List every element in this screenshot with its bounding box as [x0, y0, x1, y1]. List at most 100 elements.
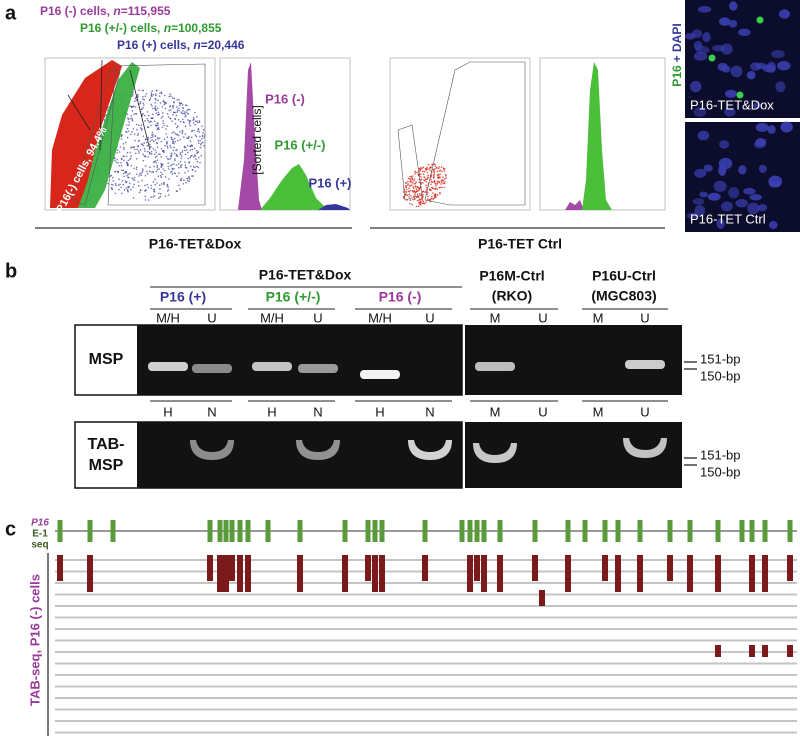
methylated-site — [637, 555, 643, 592]
nucleus — [757, 204, 768, 212]
scatter-dot — [114, 170, 116, 173]
scatter-dot — [405, 188, 408, 190]
scatter-dot — [151, 131, 154, 134]
scatter-dot — [169, 109, 172, 111]
scatter-dot — [186, 109, 189, 112]
scatter-dot — [203, 136, 206, 138]
scatter-dot — [425, 181, 428, 183]
nucleus — [689, 80, 702, 93]
scatter-dot — [157, 153, 160, 155]
scatter-dot — [140, 189, 142, 191]
scatter-dot — [154, 139, 157, 141]
scatter-dot — [178, 109, 180, 112]
scatter-dot — [128, 182, 131, 185]
scatter-dot — [421, 199, 424, 201]
scatter-dot — [186, 179, 189, 182]
scatter-dot — [175, 164, 178, 166]
scatter-dot — [194, 120, 197, 122]
scatter-dot — [110, 186, 113, 189]
histogram-label: P16 (+/-) — [275, 137, 326, 152]
nucleus — [702, 31, 711, 43]
scatter-dot — [170, 152, 173, 155]
gate-outline — [397, 124, 423, 201]
scatter-dot — [133, 176, 136, 179]
reference-label: P16 — [31, 518, 49, 529]
scatter-dot — [173, 167, 175, 170]
scatter-dot — [131, 95, 134, 97]
scatter-dot — [426, 171, 429, 174]
scatter-dot — [152, 113, 154, 116]
scatter-dot — [169, 155, 172, 157]
gel-band — [148, 362, 188, 371]
scatter-dot — [159, 188, 161, 190]
scatter-dot — [173, 131, 175, 133]
panel-label: a — [5, 2, 17, 24]
scatter-dot — [202, 129, 205, 131]
scatter-dot — [197, 151, 199, 153]
scatter-dot — [153, 190, 156, 193]
scatter-dot — [140, 174, 142, 177]
scatter-dot — [154, 135, 156, 137]
scatter-dot — [148, 121, 150, 123]
methylated-site — [237, 555, 243, 592]
scatter-dot — [147, 199, 150, 201]
scatter-dot — [163, 138, 166, 140]
nucleus — [769, 180, 781, 188]
cpg-site — [207, 520, 213, 542]
scatter-dot — [156, 137, 159, 139]
scatter-dot — [419, 186, 421, 189]
scatter-dot — [409, 180, 412, 182]
scatter-dot — [433, 196, 436, 199]
gate-red — [50, 60, 122, 208]
gel-label: MSP — [89, 457, 124, 474]
scatter-dot — [153, 195, 156, 197]
scatter-dot — [407, 180, 409, 183]
lane-label: H — [163, 404, 172, 419]
scatter-dot — [156, 182, 158, 184]
scatter-dot — [133, 179, 136, 181]
scatter-dot — [187, 113, 189, 115]
lane-label: N — [425, 404, 434, 419]
scatter-dot — [122, 142, 125, 145]
scatter-dot — [413, 178, 416, 180]
scatter-dot — [133, 113, 135, 115]
scatter-dot — [147, 156, 150, 158]
scatter-dot — [123, 155, 125, 157]
scatter-dot — [123, 175, 126, 178]
scatter-dot — [186, 104, 188, 107]
scatter-dot — [152, 107, 154, 110]
scatter-dot — [181, 129, 184, 132]
scatter-dot — [439, 173, 441, 176]
stain-marker: P16 — [670, 65, 684, 87]
nucleus — [724, 107, 736, 117]
scatter-dot — [131, 131, 133, 133]
scatter-dot — [416, 193, 419, 196]
p16-signal — [756, 16, 764, 24]
scatter-dot — [149, 145, 152, 148]
scatter-dot — [162, 112, 164, 114]
scatter-dot — [167, 188, 170, 191]
lane-label: M/H — [368, 310, 392, 325]
scatter-dot — [182, 182, 185, 185]
population-name: P16 (+/-) cells, — [80, 21, 164, 35]
scatter-dot — [160, 117, 163, 119]
scatter-dot — [196, 121, 199, 124]
population-n-symbol: n — [164, 21, 171, 35]
scatter-dot — [429, 169, 431, 171]
scatter-dot — [434, 180, 436, 182]
scatter-dot — [445, 175, 447, 177]
scatter-dot — [416, 186, 419, 188]
scatter-dot — [436, 181, 439, 183]
scatter-dot — [157, 175, 160, 177]
scatter-dot — [194, 166, 196, 168]
scatter-dot — [436, 170, 439, 173]
scatter-dot — [146, 144, 149, 147]
scatter-dot — [159, 92, 161, 95]
size-marker: 151-bp — [700, 447, 740, 462]
scatter-dot — [407, 190, 410, 192]
methylated-site — [217, 555, 223, 592]
scatter-dot — [148, 170, 151, 172]
population-count: =100,855 — [171, 21, 222, 35]
scatter-dot — [426, 191, 429, 194]
scatter-dot — [186, 137, 188, 139]
